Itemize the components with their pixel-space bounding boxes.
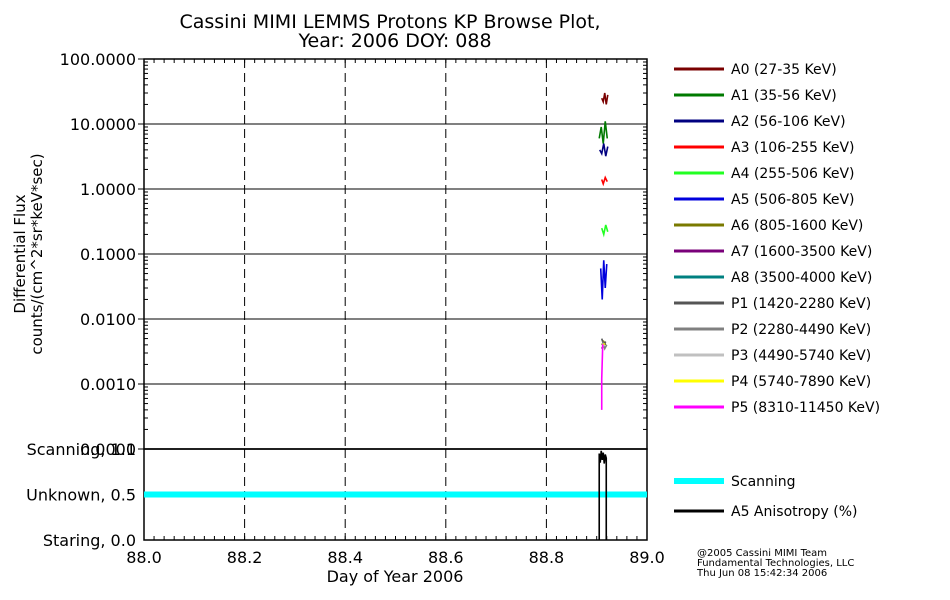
legend-label-a3: A3 (106-255 KeV) — [731, 140, 854, 156]
flux-y-tick-label: 0.0010 — [80, 375, 136, 394]
mode-legend: Scanning A5 Anisotropy (%) — [674, 474, 858, 520]
series-anisotropy-line — [598, 450, 608, 540]
legend-label-a8: A8 (3500-4000 KeV) — [731, 270, 872, 286]
flux-ylabel-line1: Differential Flux — [11, 194, 29, 313]
flux-ylabel-line2: counts/(cm^2*sr*keV*sec) — [28, 153, 46, 354]
series-a5-line — [599, 260, 608, 300]
series-a3-line — [600, 175, 608, 187]
legend-label-a7: A7 (1600-3500 KeV) — [731, 244, 872, 260]
flux-y-tick-label: 0.0100 — [80, 310, 136, 329]
x-tick-label: 88.6 — [428, 548, 464, 567]
flux-y-ticks: 100.0000 10.0000 1.0000 0.1000 0.0100 0.0010 0… — [60, 50, 647, 459]
mode-y-tick-label: Staring, 0.0 — [43, 531, 136, 550]
series-p5-line — [600, 344, 604, 410]
x-ticks: 88.0 88.2 88.4 88.6 88.8 89.0 — [126, 59, 665, 567]
legend-label-a1: A1 (35-56 KeV) — [731, 88, 837, 104]
x-tick-label: 88.4 — [327, 548, 363, 567]
legend-label-a5: A5 (506-805 KeV) — [731, 192, 854, 208]
mode-series — [144, 450, 647, 540]
series-a2-line — [599, 143, 609, 157]
legend-label-a6: A6 (805-1600 KeV) — [731, 218, 863, 234]
mode-y-ticks: Scanning, 1.0 Unknown, 0.5 Staring, 0.0 — [26, 440, 136, 550]
series-a1-line — [598, 121, 609, 144]
legend: A0 (27-35 KeV) A1 (35-56 KeV) A2 (56-106 K… — [674, 62, 880, 416]
credit-line2: Fundamental Technologies, LLC — [697, 558, 854, 569]
x-tick-label: 89.0 — [629, 548, 665, 567]
legend-label-p4: P4 (5740-7890 KeV) — [731, 374, 871, 390]
legend-label-scanning: Scanning — [731, 474, 796, 490]
mode-y-tick-label: Unknown, 0.5 — [26, 486, 136, 505]
flux-y-tick-label: 1.0000 — [80, 180, 136, 199]
credits: @2005 Cassini MIMI Team Fundamental Tech… — [696, 548, 854, 579]
flux-panel: 100.0000 10.0000 1.0000 0.1000 0.0100 0.0010 0… — [11, 50, 648, 459]
credit-line1: @2005 Cassini MIMI Team — [697, 548, 827, 559]
mode-y-tick-label: Scanning, 1.0 — [27, 440, 136, 459]
legend-label-p5: P5 (8310-11450 KeV) — [731, 400, 880, 416]
plot-title-line2: Year: 2006 DOY: 088 — [297, 30, 491, 52]
legend-label-a0: A0 (27-35 KeV) — [731, 62, 837, 78]
flux-series — [598, 92, 609, 410]
x-tick-label: 88.0 — [126, 548, 162, 567]
series-a4-line — [600, 224, 609, 238]
series-a0-line — [600, 92, 609, 105]
mode-panel: Scanning, 1.0 Unknown, 0.5 Staring, 0.0 88… — [26, 59, 665, 586]
legend-label-a4: A4 (255-506 KeV) — [731, 166, 854, 182]
x-tick-label: 88.8 — [529, 548, 565, 567]
legend-label-p2: P2 (2280-4490 KeV) — [731, 322, 871, 338]
legend-label-p3: P3 (4490-5740 KeV) — [731, 348, 871, 364]
flux-y-tick-label: 10.0000 — [70, 115, 136, 134]
legend-label-a2: A2 (56-106 KeV) — [731, 114, 846, 130]
flux-grid — [144, 59, 647, 449]
plot-title-line1: Cassini MIMI LEMMS Protons KP Browse Plo… — [179, 11, 600, 33]
x-tick-label: 88.2 — [227, 548, 263, 567]
flux-y-tick-label: 0.0001 — [80, 440, 136, 459]
legend-label-anisotropy: A5 Anisotropy (%) — [731, 504, 858, 520]
credit-line3: Thu Jun 08 15:42:34 2006 — [696, 568, 827, 579]
x-axis-label: Day of Year 2006 — [327, 567, 464, 586]
flux-y-tick-label: 100.0000 — [60, 50, 136, 69]
legend-label-p1: P1 (1420-2280 KeV) — [731, 296, 871, 312]
flux-y-tick-label: 0.1000 — [80, 245, 136, 264]
